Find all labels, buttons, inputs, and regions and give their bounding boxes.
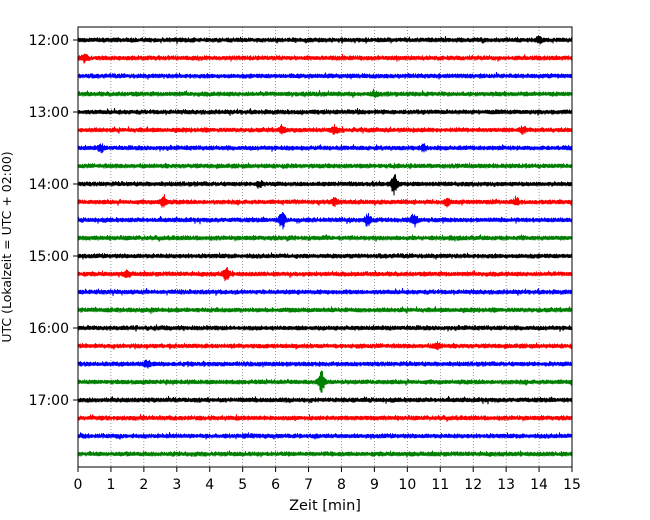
x-tick-label: 2 bbox=[139, 477, 148, 493]
x-tick-label: 4 bbox=[205, 477, 214, 493]
trace-line bbox=[77, 71, 573, 80]
trace-line bbox=[77, 123, 573, 136]
trace-line bbox=[77, 359, 573, 369]
y-tick-label: 16:00 bbox=[29, 321, 69, 337]
trace-line bbox=[77, 212, 573, 230]
x-tick-label: 6 bbox=[271, 477, 280, 493]
trace-line bbox=[77, 413, 573, 422]
plot-frame bbox=[77, 26, 573, 468]
y-tick-label: 17:00 bbox=[29, 393, 69, 409]
trace-line bbox=[77, 143, 573, 154]
x-tick-label: 7 bbox=[304, 477, 313, 493]
x-tick-label: 0 bbox=[74, 477, 83, 493]
x-tick-label: 11 bbox=[431, 477, 449, 493]
x-tick-label: 15 bbox=[563, 477, 581, 493]
grid-lines bbox=[110, 27, 540, 467]
x-axis: 0 1 2 3 4 5 6 7 8 9 10 11 12 13 14 15 bbox=[74, 467, 581, 493]
x-tick-label: 14 bbox=[530, 477, 548, 493]
y-axis: 12:00 13:00 14:00 15:00 16:00 17:00 bbox=[29, 33, 78, 409]
trace-line bbox=[77, 35, 573, 45]
y-tick-label: 13:00 bbox=[29, 105, 69, 121]
trace-line bbox=[77, 88, 573, 99]
trace-line bbox=[77, 267, 573, 282]
x-tick-label: 3 bbox=[172, 477, 181, 493]
trace-line bbox=[77, 432, 573, 440]
x-tick-label: 12 bbox=[464, 477, 482, 493]
x-tick-label: 8 bbox=[337, 477, 346, 493]
x-tick-label: 13 bbox=[497, 477, 515, 493]
x-tick-label: 9 bbox=[370, 477, 379, 493]
trace-line bbox=[77, 194, 573, 208]
y-tick-label: 15:00 bbox=[29, 249, 69, 265]
x-tick-label: 5 bbox=[238, 477, 247, 493]
trace-line bbox=[77, 252, 573, 260]
x-tick-label: 1 bbox=[106, 477, 115, 493]
trace-line bbox=[77, 395, 573, 405]
trace-line bbox=[77, 450, 573, 458]
trace-line bbox=[77, 287, 573, 297]
y-axis-label: UTC (Lokalzeit = UTC + 02:00) bbox=[0, 151, 14, 342]
trace-line bbox=[77, 341, 573, 351]
x-axis-label: Zeit [min] bbox=[289, 498, 361, 514]
trace-line bbox=[77, 324, 573, 332]
trace-line bbox=[77, 234, 573, 242]
trace-line bbox=[77, 107, 573, 116]
traces bbox=[77, 35, 573, 458]
trace-line bbox=[77, 53, 573, 64]
trace-line bbox=[77, 162, 573, 170]
y-tick-label: 14:00 bbox=[29, 177, 69, 193]
trace-line bbox=[77, 306, 573, 315]
trace-line bbox=[77, 370, 573, 393]
trace-line bbox=[77, 174, 573, 196]
y-tick-label: 12:00 bbox=[29, 33, 69, 49]
x-tick-label: 10 bbox=[398, 477, 416, 493]
